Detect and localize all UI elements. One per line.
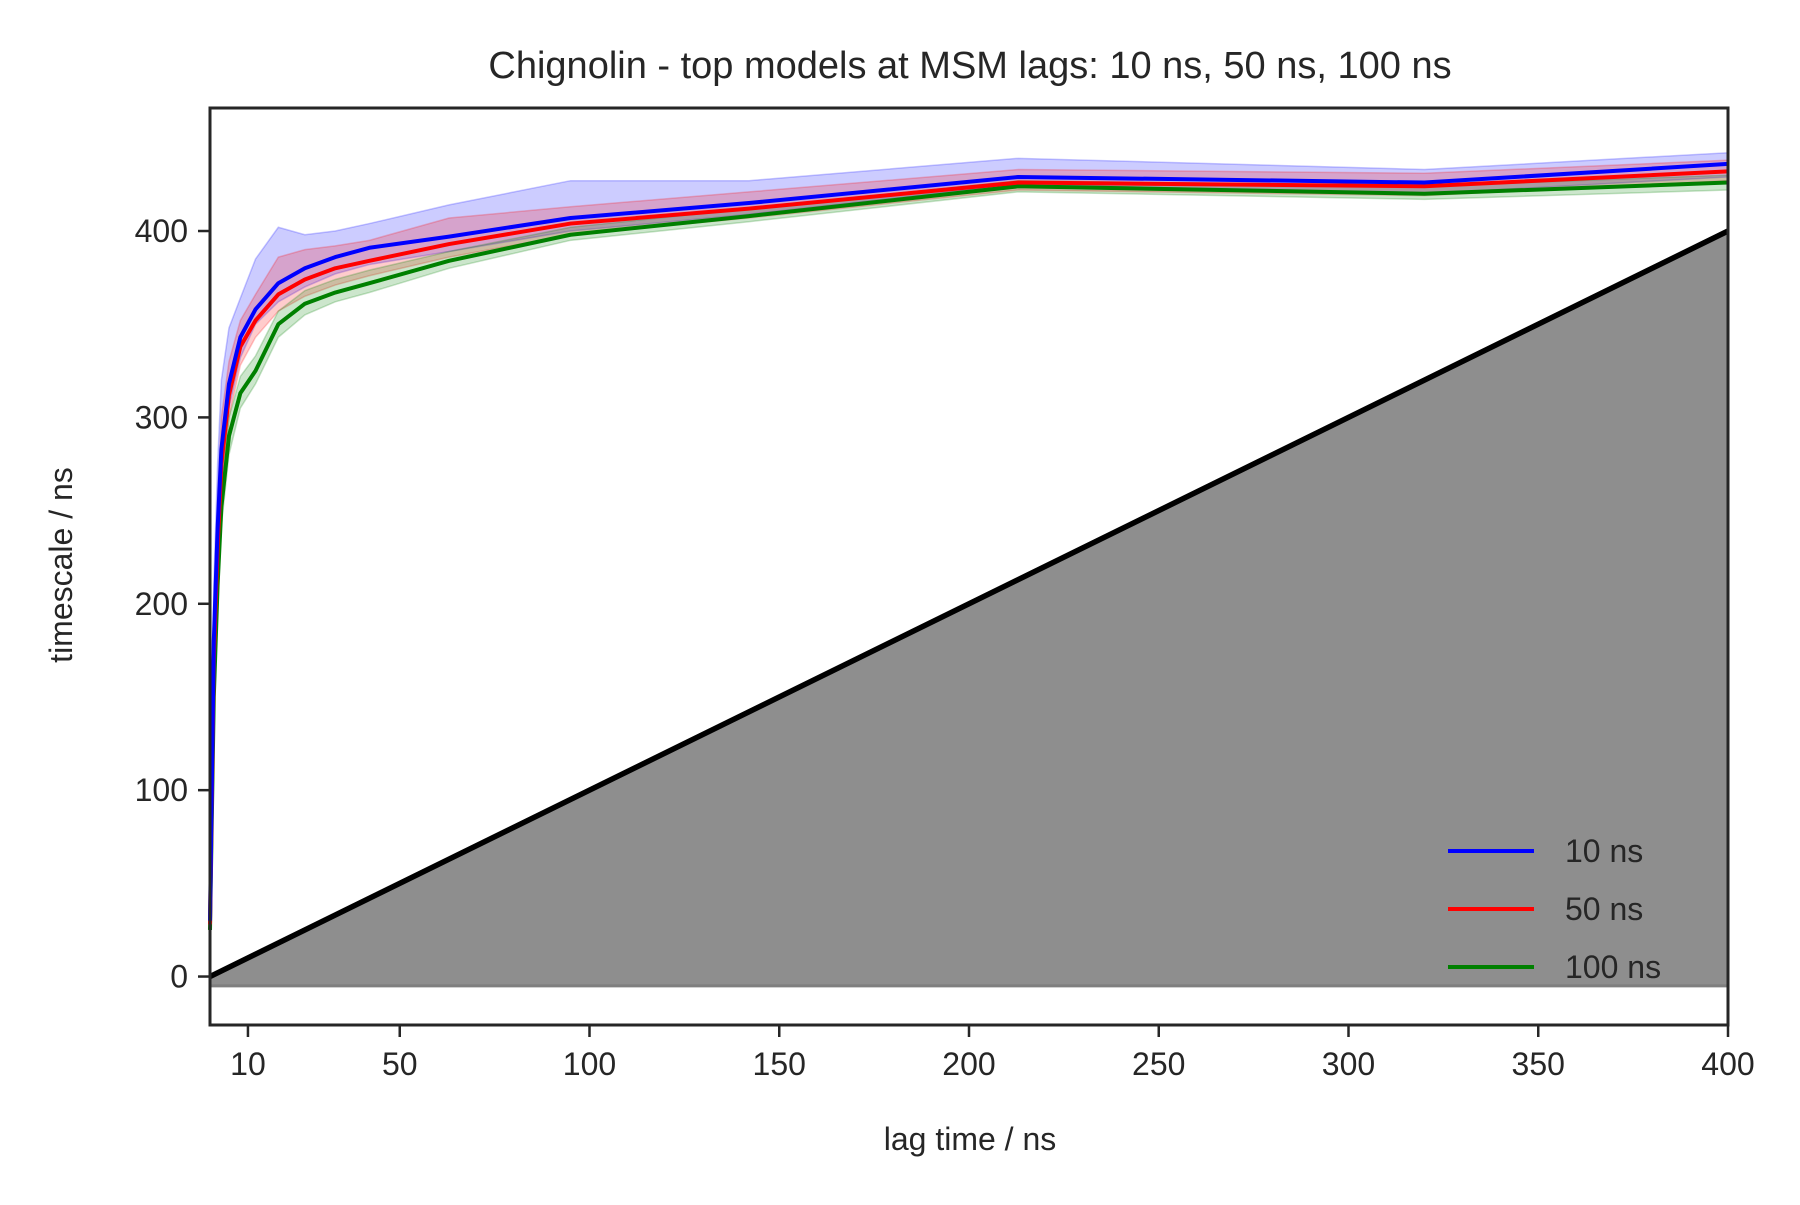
x-tick-label: 100 — [563, 1046, 616, 1082]
y-tick-label: 100 — [135, 772, 188, 808]
x-tick-label: 300 — [1322, 1046, 1375, 1082]
chart-title: Chignolin - top models at MSM lags: 10 n… — [488, 45, 1451, 87]
legend-label-50-ns: 50 ns — [1565, 891, 1643, 927]
y-tick-label: 200 — [135, 586, 188, 622]
legend-label-10-ns: 10 ns — [1565, 833, 1643, 869]
x-axis-label: lag time / ns — [884, 1121, 1057, 1157]
series-line-10-ns — [208, 161, 1729, 921]
y-tick-label: 300 — [135, 399, 188, 435]
legend-label-100-ns: 100 ns — [1565, 949, 1661, 985]
x-tick-label: 400 — [1701, 1046, 1754, 1082]
x-tick-label: 200 — [942, 1046, 995, 1082]
y-tick-label: 400 — [135, 213, 188, 249]
y-axis-label: timescale / ns — [43, 467, 79, 663]
x-tick-label: 350 — [1512, 1046, 1565, 1082]
x-tick-label: 50 — [382, 1046, 418, 1082]
x-tick-label: 150 — [753, 1046, 806, 1082]
reference-line-y-equals-x — [208, 228, 1730, 980]
x-tick-label: 250 — [1132, 1046, 1185, 1082]
x-tick-label: 10 — [230, 1046, 266, 1082]
y-tick-label: 0 — [170, 959, 188, 995]
